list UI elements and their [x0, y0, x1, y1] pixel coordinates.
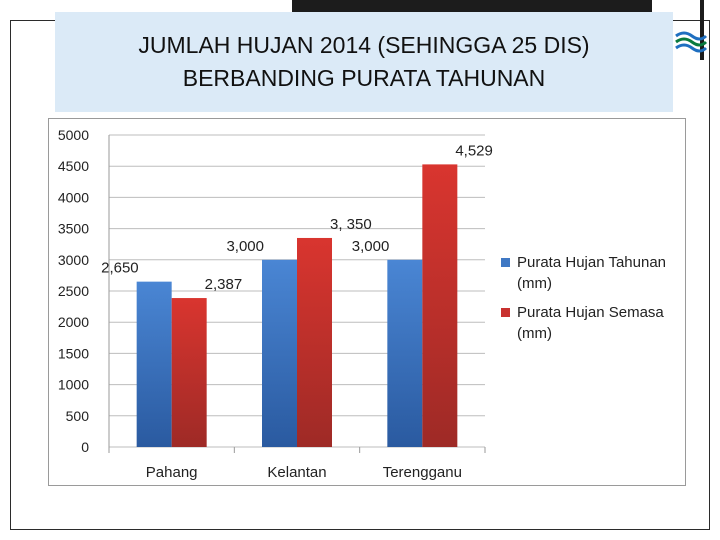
y-tick-label: 2000 — [58, 314, 89, 330]
top-bar — [292, 0, 652, 12]
y-tick-label: 2500 — [58, 283, 89, 299]
chart-container: 2,650 2,387 3,000 3, 350 3,000 4,529 0 500 1000… — [48, 118, 686, 486]
y-tick-label: 500 — [66, 408, 90, 424]
title-box: JUMLAH HUJAN 2014 (SEHINGGA 25 DIS) BERB… — [55, 12, 673, 112]
y-tick-label: 1500 — [58, 345, 89, 361]
rainfall-bar-chart: 2,650 2,387 3,000 3, 350 3,000 4,529 0 500 1000… — [58, 127, 666, 481]
bar-semasa — [422, 164, 458, 448]
waves-logo-icon — [675, 31, 708, 53]
data-label: 2,650 — [101, 260, 139, 277]
data-label: 3,000 — [352, 238, 390, 255]
data-label: 3,000 — [226, 238, 264, 255]
bar-tahunan — [387, 259, 423, 447]
y-tick-label: 0 — [81, 439, 89, 455]
title-line-1: JUMLAH HUJAN 2014 (SEHINGGA 25 DIS) — [138, 32, 590, 58]
right-edge-bar — [700, 0, 704, 60]
x-category-label: Terengganu — [383, 464, 462, 481]
legend-swatch — [501, 258, 510, 267]
legend-label: Purata Hujan Semasa — [517, 304, 664, 321]
legend-swatch — [501, 308, 510, 317]
x-category-label: Pahang — [146, 464, 198, 481]
data-label: 4,529 — [455, 142, 493, 159]
title-line-2: BERBANDING PURATA TAHUNAN — [182, 65, 546, 91]
y-tick-label: 4000 — [58, 189, 89, 205]
bar-semasa — [297, 237, 332, 447]
data-label: 3, 350 — [330, 216, 372, 233]
bar-tahunan — [136, 281, 172, 447]
bar-semasa — [171, 298, 207, 447]
slide-title: JUMLAH HUJAN 2014 (SEHINGGA 25 DIS) BERB… — [138, 29, 589, 95]
legend-label-unit: (mm) — [517, 275, 552, 292]
y-tick-label: 1000 — [58, 377, 89, 393]
legend-label-unit: (mm) — [517, 325, 552, 342]
data-label: 2,387 — [205, 276, 243, 293]
y-tick-label: 5000 — [58, 127, 89, 143]
y-tick-label: 3500 — [58, 221, 89, 237]
y-tick-label: 3000 — [58, 252, 89, 268]
y-tick-label: 4500 — [58, 158, 89, 174]
x-category-label: Kelantan — [267, 464, 326, 481]
legend-label: Purata Hujan Tahunan — [517, 254, 666, 271]
bar-tahunan — [262, 259, 297, 447]
